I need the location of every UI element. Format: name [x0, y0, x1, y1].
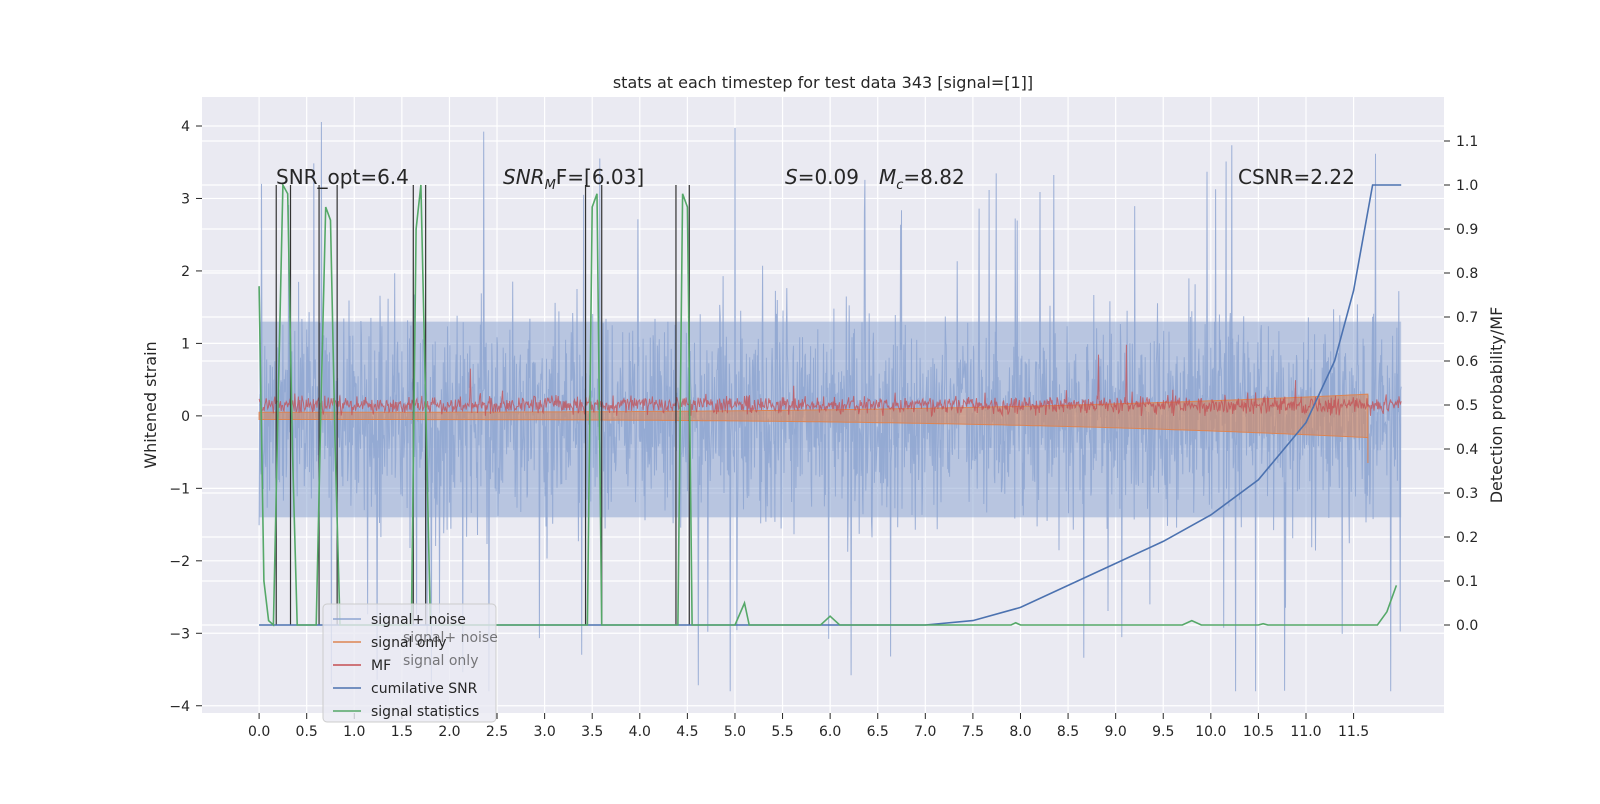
series-signal-statistics-line	[258, 181, 1398, 627]
annotation-mc: Mc=8.82	[879, 165, 965, 193]
y-tick-label-left: 1	[181, 336, 190, 352]
y-tick-label-left: −1	[169, 481, 190, 497]
annotation-snr-mf-rest: F=[6.03]	[556, 165, 644, 189]
series-mf-line	[258, 344, 1402, 418]
annotation-s-label: S	[785, 165, 798, 189]
legend-label: signal+ noise	[371, 612, 466, 628]
y-tick-label-right: 0.5	[1456, 398, 1478, 414]
legend-ghost-label: signal only	[403, 653, 478, 669]
y-tick-label-right: 0.1	[1456, 574, 1478, 590]
y-tick-label-right: 0.4	[1456, 442, 1478, 458]
axes-layer: 0.0 0.5 1.0 1.5 2.0 2.5 3.0 3.5 4.0 4.5 5.0 5.5 6.0 6…	[169, 119, 1478, 740]
y-tick-label-right: 0.0	[1456, 618, 1478, 634]
x-tick-label: 11.0	[1290, 724, 1321, 740]
x-tick-label: 6.0	[819, 724, 841, 740]
y-tick-label-left: −4	[169, 699, 190, 715]
annotation-layer: SNR_opt=6.4 SNRMF=[6.03] S=0.09 Mc=8.82 …	[276, 165, 1355, 193]
annotation-mc-sub: c	[896, 178, 903, 193]
x-tick-label: 2.0	[438, 724, 460, 740]
annotation-snr-mf-sub: M	[545, 178, 556, 193]
y-tick-label-left: −2	[169, 554, 190, 570]
y-tick-label-right: 0.7	[1456, 310, 1478, 326]
x-tick-label: 10.0	[1195, 724, 1226, 740]
y-tick-label-right: 1.0	[1456, 178, 1478, 194]
legend-label: signal only	[371, 635, 446, 651]
legend-label: signal statistics	[371, 704, 479, 720]
y-axis-label-left: Whitened strain	[141, 341, 160, 468]
y-tick-label-right: 0.2	[1456, 530, 1478, 546]
y-tick-label-left: 2	[181, 264, 190, 280]
y-tick-label-right: 1.1	[1456, 134, 1478, 150]
x-tick-label: 9.0	[1105, 724, 1127, 740]
y-tick-label-right: 0.8	[1456, 266, 1478, 282]
x-tick-label: 9.5	[1152, 724, 1174, 740]
annotation-snr-mf-main: SNR	[503, 165, 545, 189]
x-tick-label: 3.5	[581, 724, 603, 740]
legend-box	[322, 603, 497, 723]
chart-title: stats at each timestep for test data 343…	[613, 73, 1033, 92]
annotation-snr-mf: SNRMF=[6.03]	[503, 165, 644, 193]
y-tick-label-left: 0	[181, 409, 190, 425]
annotation-csnr: CSNR=2.22	[1238, 165, 1355, 189]
legend-label: MF	[371, 658, 391, 674]
x-tick-label: 4.5	[676, 724, 698, 740]
x-tick-label: 6.5	[867, 724, 889, 740]
y-axis-label-right: Detection probability/MF	[1487, 307, 1506, 504]
x-tick-label: 5.5	[771, 724, 793, 740]
x-tick-label: 8.0	[1009, 724, 1031, 740]
annotation-s: S=0.09	[785, 165, 859, 189]
x-tick-label: 4.0	[629, 724, 651, 740]
x-tick-label: 8.5	[1057, 724, 1079, 740]
y-tick-label-right: 0.3	[1456, 486, 1478, 502]
x-tick-label: 11.5	[1338, 724, 1369, 740]
x-tick-label: 2.5	[486, 724, 508, 740]
x-tick-label: 10.5	[1243, 724, 1274, 740]
x-tick-label: 0.0	[248, 724, 270, 740]
series-signal-only-area	[258, 393, 1369, 463]
y-tick-label-left: −3	[169, 626, 190, 642]
x-tick-label: 7.5	[962, 724, 984, 740]
x-tick-label: 0.5	[296, 724, 318, 740]
y-tick-label-right: 0.6	[1456, 354, 1478, 370]
x-tick-label: 1.5	[391, 724, 413, 740]
x-tick-label: 1.0	[343, 724, 365, 740]
annotation-mc-label: M	[879, 165, 896, 189]
annotation-mc-value: =8.82	[903, 165, 964, 189]
y-tick-label-right: 0.9	[1456, 222, 1478, 238]
legend-label: cumilative SNR	[371, 681, 478, 697]
legend-ghost-label: signal+ noise	[403, 630, 498, 646]
x-tick-label: 7.0	[914, 724, 936, 740]
annotation-s-value: =0.09	[798, 165, 859, 189]
data-layer	[258, 121, 1402, 692]
y-tick-label-left: 3	[181, 191, 190, 207]
annotation-snr-opt: SNR_opt=6.4	[276, 165, 409, 189]
x-tick-label: 5.0	[724, 724, 746, 740]
y-tick-label-left: 4	[181, 119, 190, 135]
x-tick-label: 3.0	[533, 724, 555, 740]
